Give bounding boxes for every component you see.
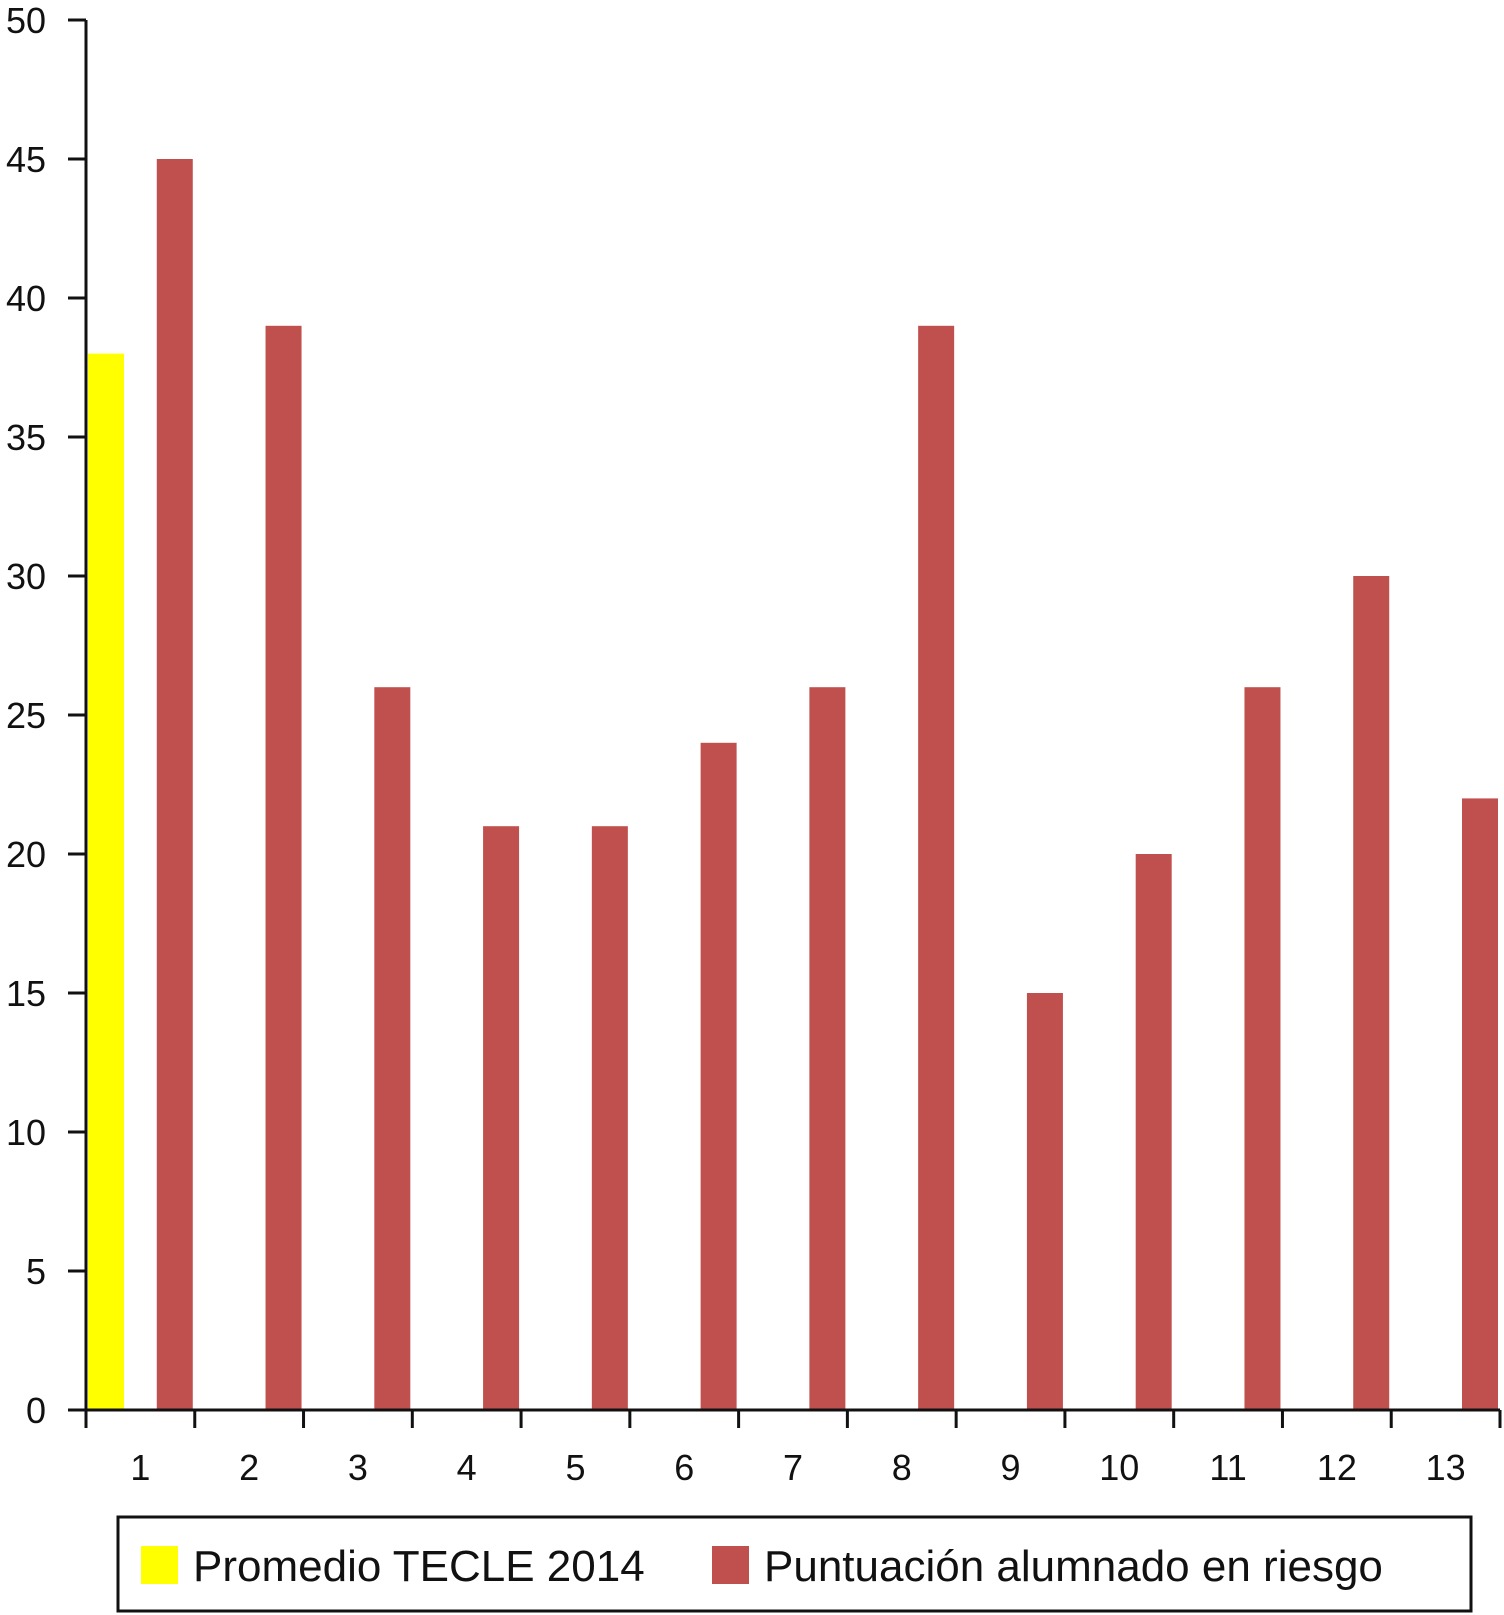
- bar-puntuacion-13: [1462, 798, 1498, 1410]
- x-tick-label: 8: [892, 1447, 912, 1488]
- y-tick-label: 30: [6, 556, 46, 597]
- x-tick-label: 4: [457, 1447, 477, 1488]
- bar-puntuacion-4: [483, 826, 520, 1410]
- bar-puntuacion-9: [1026, 993, 1063, 1410]
- legend-box: [116, 1515, 1473, 1613]
- x-tick-label: 12: [1317, 1447, 1357, 1488]
- x-tick-label: 5: [565, 1447, 585, 1488]
- bar-puntuacion-3: [374, 687, 411, 1410]
- y-tick-label: 10: [6, 1112, 46, 1153]
- bar-puntuacion-2: [265, 325, 302, 1410]
- x-tick-label: 2: [239, 1447, 259, 1488]
- legend-label-promedio: Promedio TECLE 2014: [193, 1542, 645, 1591]
- x-tick-label: 6: [674, 1447, 694, 1488]
- y-tick-label: 50: [6, 0, 46, 41]
- bar-puntuacion-8: [918, 325, 955, 1410]
- y-tick-label: 25: [6, 695, 46, 736]
- legend-swatch-puntuacion: [712, 1546, 749, 1584]
- bar-puntuacion-5: [591, 826, 628, 1410]
- y-tick-label: 40: [6, 278, 46, 319]
- bar-puntuacion-10: [1135, 854, 1172, 1410]
- bar-puntuacion-6: [700, 742, 737, 1410]
- y-tick-label: 35: [6, 417, 46, 458]
- bar-puntuacion-12: [1353, 576, 1390, 1410]
- bar-puntuacion-11: [1244, 687, 1281, 1410]
- legend-swatch-promedio: [141, 1546, 178, 1584]
- x-tick-label: 7: [783, 1447, 803, 1488]
- bars-group: [88, 159, 1498, 1411]
- y-tick-label: 45: [6, 139, 46, 180]
- x-tick-label: 10: [1099, 1447, 1139, 1488]
- bar-puntuacion-1: [156, 159, 193, 1410]
- y-ticks-group: 0 5 10 15 20 25 30 35 40 45 50: [6, 0, 86, 1431]
- x-tick-label: 3: [348, 1447, 368, 1488]
- y-tick-label: 15: [6, 973, 46, 1014]
- x-tick-label: 9: [1001, 1447, 1021, 1488]
- y-tick-label: 0: [26, 1390, 46, 1431]
- x-tick-label: 11: [1209, 1447, 1246, 1488]
- y-tick-label: 5: [26, 1251, 46, 1292]
- y-tick-label: 20: [6, 834, 46, 875]
- x-tick-label: 1: [130, 1447, 150, 1488]
- x-ticks-group: 1 2 3 4 5 6 7 8 9 10 11 12 13: [84, 1410, 1502, 1488]
- legend: Promedio TECLE 2014 Puntuación alumnado …: [116, 1515, 1473, 1613]
- x-tick-label: 13: [1426, 1447, 1466, 1488]
- bar-puntuacion-7: [809, 687, 846, 1410]
- legend-label-puntuacion: Puntuación alumnado en riesgo: [764, 1542, 1383, 1591]
- bar-promedio-1: [88, 353, 124, 1411]
